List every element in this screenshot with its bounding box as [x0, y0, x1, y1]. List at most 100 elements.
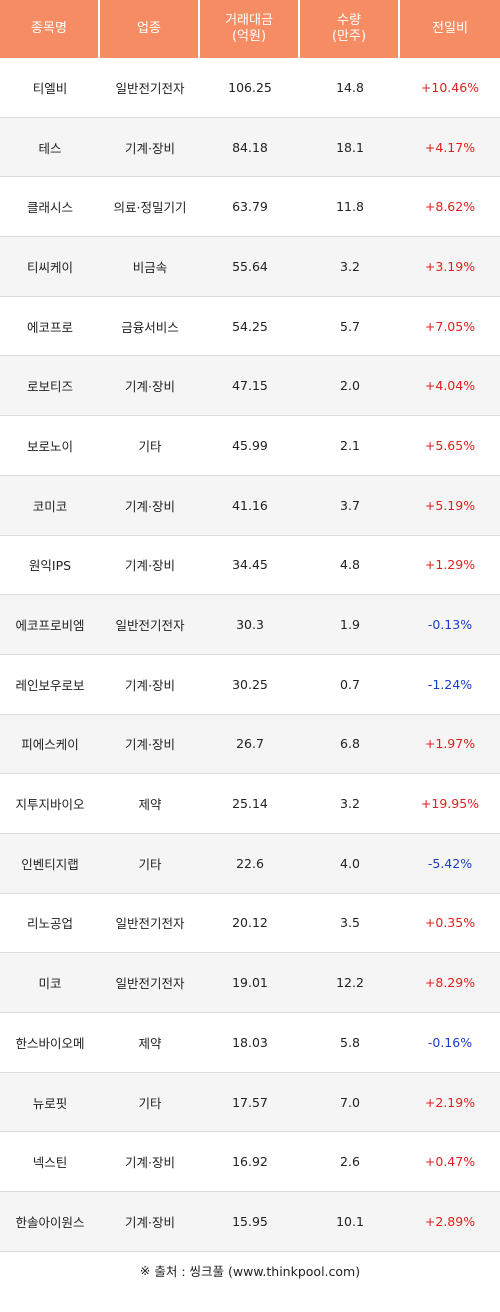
trade-amount: 15.95 — [232, 1213, 268, 1229]
price-change: +0.35% — [424, 915, 476, 931]
trade-amount: 25.14 — [232, 796, 268, 812]
table-row: 에코프로비엠 일반전기전자 30.3 1.9 -0.13% — [0, 595, 500, 655]
header-amount: 거래대금 (억원) — [200, 0, 300, 58]
stock-sector: 기계·장비 — [125, 379, 175, 395]
stock-sector: 일반전기전자 — [115, 976, 185, 992]
stock-sector: 비금속 — [132, 259, 168, 275]
trade-amount: 26.7 — [236, 736, 264, 752]
stock-name: 원익IPS — [28, 558, 72, 574]
trade-volume: 7.0 — [340, 1094, 360, 1110]
trade-amount: 19.01 — [232, 975, 268, 991]
trade-amount: 16.92 — [232, 1154, 268, 1170]
stock-sector: 제약 — [138, 797, 162, 813]
source-footer: ※ 출처 : 씽크풀 (www.thinkpool.com) — [0, 1256, 500, 1284]
trade-volume: 18.1 — [336, 139, 364, 155]
header-change: 전일비 — [400, 0, 500, 58]
table-row: 티엘비 일반전기전자 106.25 14.8 +10.46% — [0, 58, 500, 118]
stock-sector: 기계·장비 — [125, 1214, 175, 1230]
table-row: 뉴로핏 기타 17.57 7.0 +2.19% — [0, 1072, 500, 1133]
price-change: +1.29% — [424, 557, 476, 573]
stock-sector: 일반전기전자 — [115, 916, 185, 932]
stock-name: 에코프로 — [26, 319, 73, 335]
table-row: 한솔아이원스 기계·장비 15.95 10.1 +2.89% — [0, 1192, 500, 1252]
table-row: 원익IPS 기계·장비 34.45 4.8 +1.29% — [0, 535, 500, 596]
table-row: 피에스케이 기계·장비 26.7 6.8 +1.97% — [0, 714, 500, 775]
trade-amount: 54.25 — [232, 318, 268, 334]
price-change: +2.19% — [424, 1094, 476, 1110]
trade-amount: 55.64 — [232, 258, 268, 274]
table-row: 넥스틴 기계·장비 16.92 2.6 +0.47% — [0, 1132, 500, 1193]
trade-amount: 20.12 — [232, 915, 268, 931]
table-row: 레인보우로보 기계·장비 30.25 0.7 -1.24% — [0, 654, 500, 715]
price-change: +10.46% — [420, 79, 480, 95]
price-change: +8.29% — [424, 975, 476, 991]
trade-amount: 22.6 — [236, 855, 264, 871]
trade-amount: 47.15 — [232, 378, 268, 394]
header-volume: 수량 (만주) — [300, 0, 400, 58]
table-row: 인벤티지랩 기타 22.6 4.0 -5.42% — [0, 833, 500, 894]
table-row: 로보티즈 기계·장비 47.15 2.0 +4.04% — [0, 356, 500, 417]
stock-name: 티엘비 — [32, 80, 68, 96]
price-change: +4.04% — [424, 378, 476, 394]
table-row: 한스바이오메 제약 18.03 5.8 -0.16% — [0, 1013, 500, 1073]
stock-sector: 기타 — [138, 438, 162, 454]
price-change: +2.89% — [424, 1213, 476, 1229]
price-change: +19.95% — [420, 796, 480, 812]
trade-volume: 3.2 — [340, 796, 360, 812]
stock-sector: 기계·장비 — [125, 558, 175, 574]
header-amount-label: 거래대금 — [225, 13, 273, 28]
trade-volume: 14.8 — [336, 79, 364, 95]
trade-amount: 30.3 — [236, 617, 264, 633]
trade-volume: 6.8 — [340, 736, 360, 752]
trade-amount: 34.45 — [232, 557, 268, 573]
trade-volume: 11.8 — [336, 199, 364, 215]
table-header: 종목명 업종 거래대금 (억원) 수량 (만주) 전일비 — [0, 0, 500, 58]
stock-sector: 일반전기전자 — [115, 618, 185, 634]
price-change: +3.19% — [424, 258, 476, 274]
stock-sector: 의료·정밀기기 — [113, 200, 187, 216]
stock-name: 레인보우로보 — [15, 677, 85, 693]
table-row: 리노공업 일반전기전자 20.12 3.5 +0.35% — [0, 893, 500, 954]
stock-name: 테스 — [38, 140, 62, 156]
table-row: 클래시스 의료·정밀기기 63.79 11.8 +8.62% — [0, 177, 500, 238]
stock-sector: 기계·장비 — [125, 498, 175, 514]
trade-volume: 5.7 — [340, 318, 360, 334]
header-name-label: 종목명 — [31, 21, 67, 36]
trade-amount: 106.25 — [228, 79, 272, 95]
header-change-label: 전일비 — [432, 21, 468, 36]
trade-amount: 63.79 — [232, 199, 268, 215]
stock-sector: 기계·장비 — [125, 737, 175, 753]
price-change: +0.47% — [424, 1154, 476, 1170]
stock-name: 클래시스 — [26, 200, 73, 216]
trade-volume: 2.1 — [340, 437, 360, 453]
stock-sector: 기타 — [138, 1095, 162, 1111]
trade-volume: 0.7 — [340, 676, 360, 692]
table-row: 지투지바이오 제약 25.14 3.2 +19.95% — [0, 774, 500, 834]
trade-volume: 4.8 — [340, 557, 360, 573]
stock-name: 리노공업 — [26, 916, 73, 932]
header-volume-unit: (만주) — [331, 29, 367, 44]
trade-amount: 18.03 — [232, 1034, 268, 1050]
trade-amount: 30.25 — [232, 676, 268, 692]
price-change: -0.16% — [427, 1034, 473, 1050]
stock-sector: 기계·장비 — [125, 677, 175, 693]
stock-sector: 기타 — [138, 856, 162, 872]
stock-sector: 금융서비스 — [121, 319, 179, 335]
trade-amount: 41.16 — [232, 497, 268, 513]
trade-volume: 5.8 — [340, 1034, 360, 1050]
stock-name: 한솔아이원스 — [15, 1214, 85, 1230]
stock-name: 미코 — [38, 976, 62, 992]
header-sector: 업종 — [100, 0, 200, 58]
stock-sector: 제약 — [138, 1035, 162, 1051]
header-sector-label: 업종 — [137, 21, 161, 36]
trade-volume: 10.1 — [336, 1213, 364, 1229]
header-name: 종목명 — [0, 0, 100, 58]
stock-name: 코미코 — [32, 498, 68, 514]
price-change: -5.42% — [427, 855, 473, 871]
table-row: 코미코 기계·장비 41.16 3.7 +5.19% — [0, 475, 500, 536]
table-row: 테스 기계·장비 84.18 18.1 +4.17% — [0, 117, 500, 178]
price-change: -0.13% — [427, 617, 473, 633]
price-change: +8.62% — [424, 199, 476, 215]
table-row: 보로노이 기타 45.99 2.1 +5.65% — [0, 416, 500, 476]
trade-volume: 12.2 — [336, 975, 364, 991]
